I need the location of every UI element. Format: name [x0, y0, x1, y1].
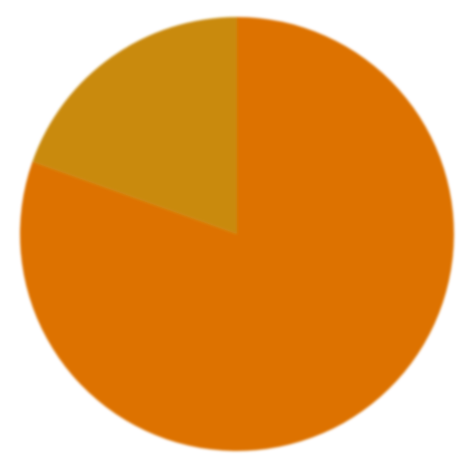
pie-slices: [19, 17, 454, 451]
pie-slice-1: [19, 17, 454, 451]
pie-slice-2: [32, 17, 238, 234]
